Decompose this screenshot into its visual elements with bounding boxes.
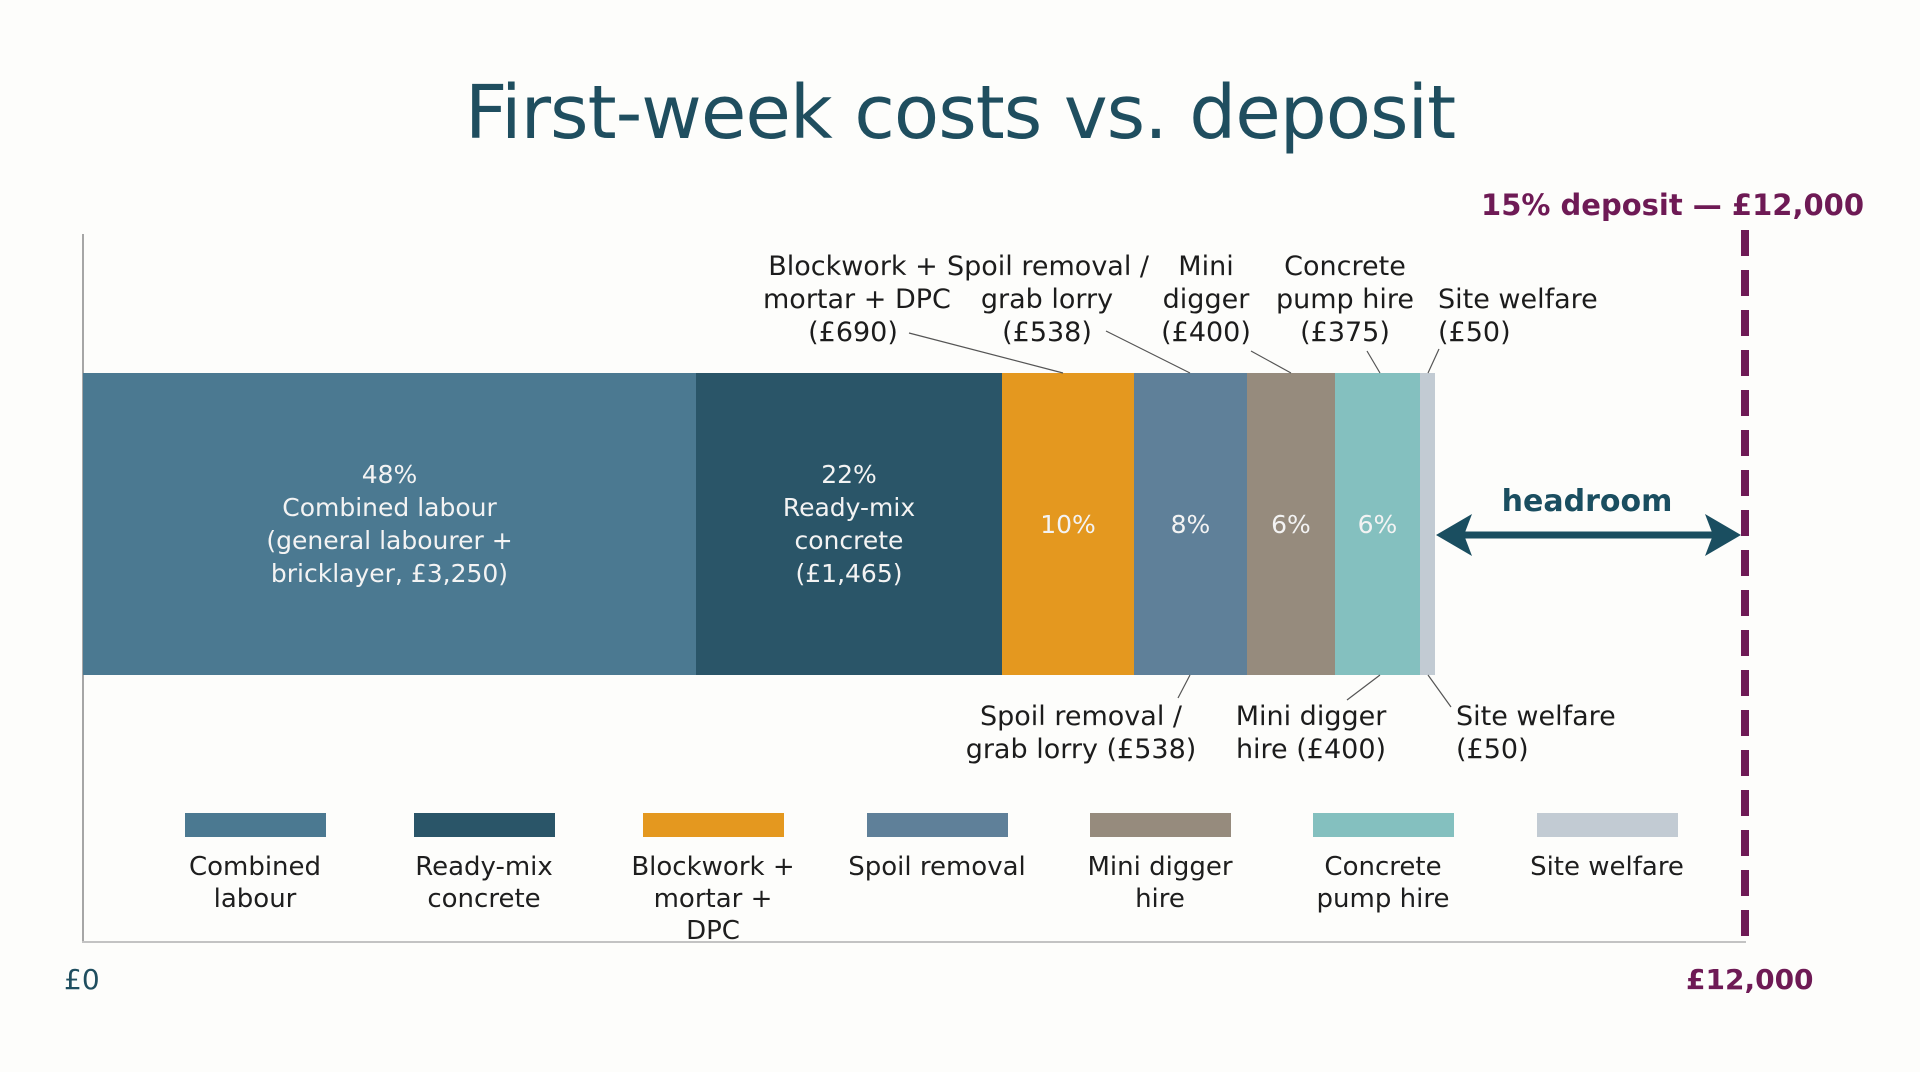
chart-title: First-week costs vs. deposit [464, 70, 1456, 156]
callout-line: (£50) [1456, 734, 1529, 765]
legend-swatch [1312, 813, 1454, 837]
bar-segment-ready-mix-concrete: 22% Ready-mix concrete (£1,465) [696, 373, 1002, 675]
x-tick-min: £0 [64, 963, 100, 996]
callout-top-mini-digger: Mini digger (£400) [1146, 250, 1266, 349]
legend-label: Spoil removal [848, 852, 1026, 882]
segment-label: Ready-mix [782, 493, 916, 522]
callout-line: pump hire [1275, 284, 1414, 315]
segment-label: (general labourer + [266, 526, 513, 555]
callout-bottom-mini-digger: Mini digger hire (£400) [1221, 700, 1401, 766]
callout-line: (£50) [1438, 317, 1511, 348]
legend-swatch [184, 813, 326, 837]
segment-pct: 6% [1357, 509, 1398, 539]
legend-item-site-welfare: Site welfare [1517, 813, 1697, 883]
callout-line: Spoil removal / [947, 251, 1150, 282]
segment-pct: 22% [821, 460, 877, 489]
legend-label: Mini digger hire [1087, 852, 1233, 914]
callout-top-spoil-removal: Spoil removal / grab lorry (£538) [947, 250, 1150, 349]
callout-line: Site welfare [1438, 284, 1598, 315]
x-tick-max: £12,000 [1686, 963, 1814, 996]
callout-bottom-spoil-removal: Spoil removal / grab lorry (£538) [961, 700, 1201, 766]
legend-item-spoil-removal: Spoil removal [847, 813, 1027, 883]
legend-item-mini-digger: Mini digger hire [1070, 813, 1250, 915]
x-axis-line [82, 941, 1746, 943]
segment-label: (£1,465) [795, 559, 903, 588]
bar-segment-combined-labour: 48% Combined labour (general labourer + … [83, 373, 696, 675]
bar-segment-blockwork: 10% [1002, 373, 1134, 675]
segment-pct: 8% [1170, 509, 1211, 539]
legend-item-blockwork: Blockwork + mortar + DPC [623, 813, 803, 947]
callout-top-concrete-pump: Concrete pump hire (£375) [1270, 250, 1420, 349]
legend-swatch [642, 813, 784, 837]
bar-segment-site-welfare [1420, 373, 1435, 675]
callout-top-site-welfare: Site welfare (£50) [1438, 283, 1598, 349]
segment-label: concrete [794, 526, 904, 555]
callout-line: (£400) [1161, 317, 1251, 348]
callout-line: digger [1162, 284, 1250, 315]
deposit-line-label: 15% deposit — £12,000 [1481, 188, 1864, 222]
legend-swatch [1536, 813, 1678, 837]
headroom-label: headroom [1501, 484, 1673, 519]
legend-label: Site welfare [1530, 852, 1684, 882]
legend-swatch [413, 813, 555, 837]
headroom-double-arrow-icon [1436, 514, 1741, 556]
legend-item-combined-labour: Combined labour [165, 813, 345, 915]
legend-item-ready-mix-concrete: Ready-mix concrete [394, 813, 574, 915]
bar-segment-mini-digger: 6% [1247, 373, 1335, 675]
callout-line: (£690) [808, 317, 898, 348]
callout-bottom-site-welfare: Site welfare (£50) [1456, 700, 1616, 766]
callout-line: (£538) [1002, 317, 1092, 348]
legend-label: Combined labour [188, 852, 322, 914]
legend-label: Ready-mix concrete [415, 852, 553, 914]
callout-line: Site welfare [1456, 701, 1616, 732]
callout-line: Mini digger [1235, 701, 1387, 732]
segment-label: Combined labour [282, 493, 497, 522]
callout-line: Spoil removal / [979, 701, 1183, 732]
bar-segment-spoil-removal: 8% [1134, 373, 1247, 675]
deposit-reference-line [1741, 230, 1749, 942]
legend-swatch [1089, 813, 1231, 837]
legend-swatch [866, 813, 1008, 837]
segment-pct: 10% [1040, 509, 1096, 539]
callout-top-blockwork: Blockwork + mortar + DPC (£690) [763, 250, 951, 349]
callout-line: grab lorry (£538) [965, 734, 1197, 765]
bar-segment-concrete-pump: 6% [1335, 373, 1420, 675]
legend-label: Concrete pump hire [1316, 852, 1450, 914]
legend-item-concrete-pump: Concrete pump hire [1293, 813, 1473, 915]
callout-line: hire (£400) [1235, 734, 1387, 765]
callout-line: grab lorry [980, 284, 1114, 315]
callout-line: Concrete [1284, 251, 1406, 282]
callout-line: Mini [1178, 251, 1234, 282]
segment-pct: 48% [361, 460, 418, 489]
segment-label: bricklayer, £3,250) [270, 559, 509, 588]
segment-pct: 6% [1271, 509, 1311, 539]
callout-line: (£375) [1300, 317, 1390, 348]
stacked-cost-bar: 48% Combined labour (general labourer + … [83, 373, 1435, 675]
callout-line: mortar + DPC [763, 284, 951, 315]
legend-label: Blockwork + mortar + DPC [631, 852, 795, 946]
callout-line: Blockwork + [768, 251, 938, 282]
